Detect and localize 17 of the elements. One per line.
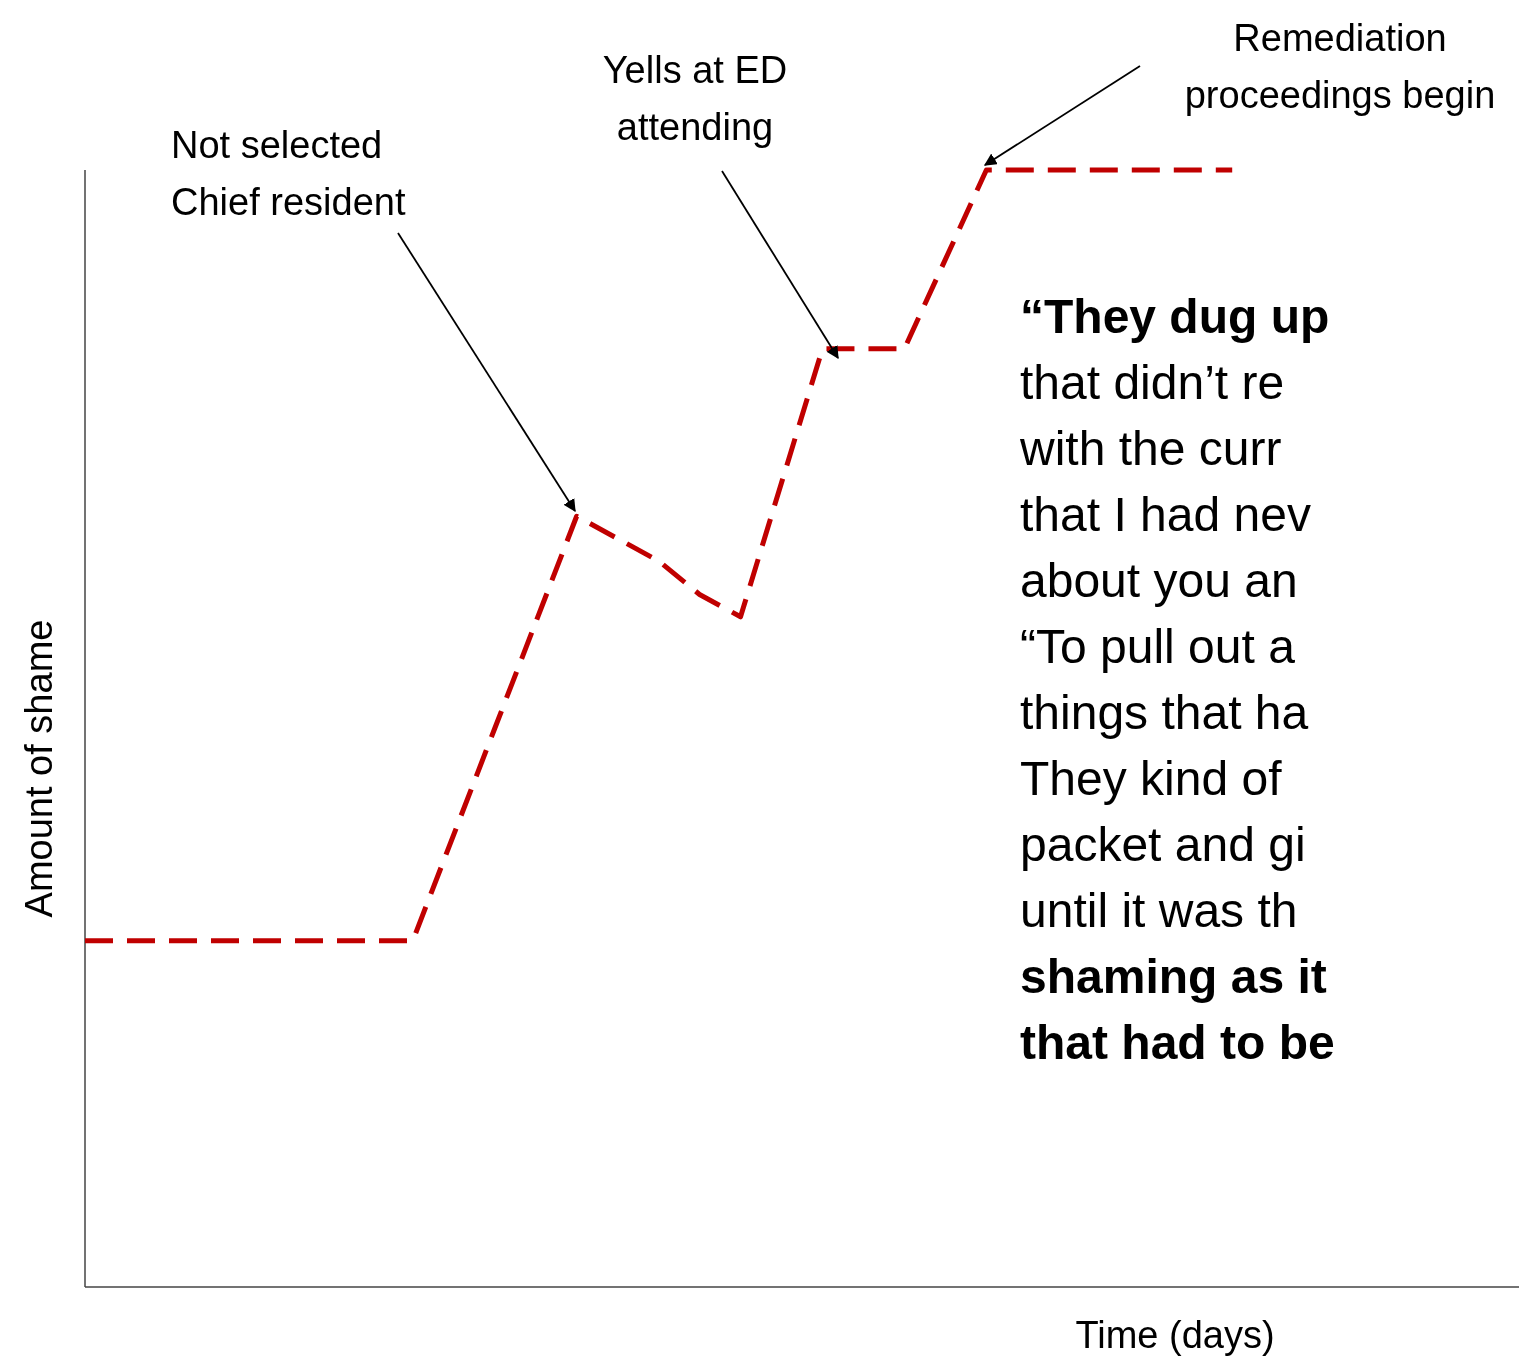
annotation: things that ha [1020, 686, 1309, 739]
annotation: packet and gi [1020, 818, 1306, 871]
annotation: “They dug up [1020, 290, 1330, 343]
y-axis-title: Amount of shame [18, 619, 60, 918]
annotation: that didn’t re [1020, 356, 1285, 409]
annotation: with the curr [1019, 422, 1282, 475]
annotation: Not selected Chief resident [171, 124, 406, 223]
text: Remediation proceedings begin [1184, 17, 1496, 116]
annotation: that had to be [1020, 1016, 1335, 1069]
annotation: “To pull out a [1020, 620, 1296, 673]
annotation: until it was th [1020, 884, 1298, 937]
text: Yells at ED attending [602, 49, 788, 148]
annotation: shaming as it [1020, 950, 1327, 1003]
x-axis-title: Time (days) [1075, 1314, 1275, 1356]
annotation: about you an [1020, 554, 1298, 607]
annotation: They kind of [1020, 752, 1283, 805]
annotation: that I had nev [1020, 488, 1311, 541]
